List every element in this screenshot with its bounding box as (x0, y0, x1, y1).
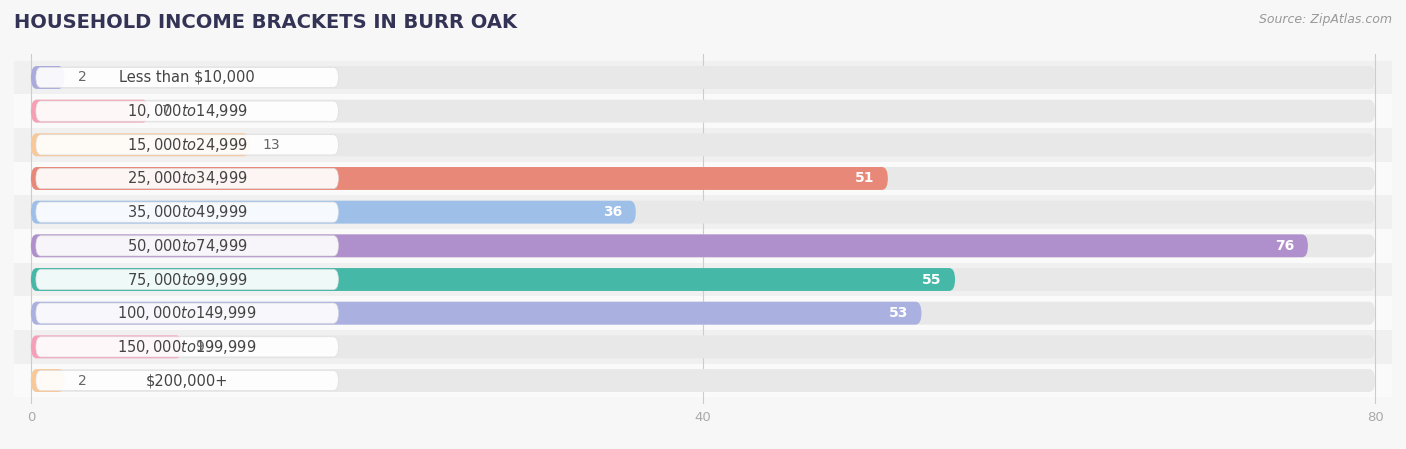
FancyBboxPatch shape (14, 229, 1392, 263)
FancyBboxPatch shape (37, 337, 339, 357)
Text: 55: 55 (922, 273, 942, 286)
FancyBboxPatch shape (31, 302, 1375, 325)
Text: $100,000 to $149,999: $100,000 to $149,999 (118, 304, 257, 322)
Text: $15,000 to $24,999: $15,000 to $24,999 (127, 136, 247, 154)
FancyBboxPatch shape (31, 66, 65, 89)
Text: 9: 9 (195, 340, 204, 354)
FancyBboxPatch shape (31, 133, 249, 156)
FancyBboxPatch shape (31, 268, 955, 291)
FancyBboxPatch shape (31, 268, 1375, 291)
Text: $150,000 to $199,999: $150,000 to $199,999 (118, 338, 257, 356)
FancyBboxPatch shape (37, 370, 339, 391)
Text: 7: 7 (162, 104, 170, 118)
Text: $25,000 to $34,999: $25,000 to $34,999 (127, 169, 247, 188)
Text: $10,000 to $14,999: $10,000 to $14,999 (127, 102, 247, 120)
Text: 51: 51 (855, 172, 875, 185)
FancyBboxPatch shape (14, 195, 1392, 229)
Text: $200,000+: $200,000+ (146, 373, 228, 388)
Text: $35,000 to $49,999: $35,000 to $49,999 (127, 203, 247, 221)
FancyBboxPatch shape (14, 94, 1392, 128)
FancyBboxPatch shape (31, 234, 1308, 257)
FancyBboxPatch shape (31, 66, 1375, 89)
FancyBboxPatch shape (14, 61, 1392, 94)
Text: 76: 76 (1275, 239, 1295, 253)
FancyBboxPatch shape (31, 369, 1375, 392)
FancyBboxPatch shape (37, 236, 339, 256)
FancyBboxPatch shape (37, 303, 339, 323)
Text: 2: 2 (77, 374, 87, 387)
Text: 13: 13 (263, 138, 280, 152)
FancyBboxPatch shape (31, 302, 921, 325)
FancyBboxPatch shape (31, 234, 1375, 257)
Text: $50,000 to $74,999: $50,000 to $74,999 (127, 237, 247, 255)
FancyBboxPatch shape (14, 296, 1392, 330)
FancyBboxPatch shape (31, 201, 636, 224)
FancyBboxPatch shape (37, 202, 339, 222)
FancyBboxPatch shape (31, 201, 1375, 224)
FancyBboxPatch shape (31, 100, 1375, 123)
Text: 36: 36 (603, 205, 623, 219)
Text: 2: 2 (77, 70, 87, 84)
FancyBboxPatch shape (14, 263, 1392, 296)
FancyBboxPatch shape (31, 100, 149, 123)
FancyBboxPatch shape (31, 335, 183, 358)
FancyBboxPatch shape (37, 101, 339, 121)
Text: $75,000 to $99,999: $75,000 to $99,999 (127, 270, 247, 289)
Text: HOUSEHOLD INCOME BRACKETS IN BURR OAK: HOUSEHOLD INCOME BRACKETS IN BURR OAK (14, 13, 517, 32)
FancyBboxPatch shape (37, 67, 339, 88)
FancyBboxPatch shape (14, 162, 1392, 195)
FancyBboxPatch shape (31, 167, 887, 190)
FancyBboxPatch shape (31, 167, 1375, 190)
FancyBboxPatch shape (37, 269, 339, 290)
FancyBboxPatch shape (14, 128, 1392, 162)
FancyBboxPatch shape (31, 335, 1375, 358)
Text: Less than $10,000: Less than $10,000 (120, 70, 254, 85)
FancyBboxPatch shape (37, 168, 339, 189)
FancyBboxPatch shape (31, 133, 1375, 156)
Text: 53: 53 (889, 306, 908, 320)
FancyBboxPatch shape (14, 330, 1392, 364)
FancyBboxPatch shape (31, 369, 65, 392)
Text: Source: ZipAtlas.com: Source: ZipAtlas.com (1258, 13, 1392, 26)
FancyBboxPatch shape (14, 364, 1392, 397)
FancyBboxPatch shape (37, 135, 339, 155)
